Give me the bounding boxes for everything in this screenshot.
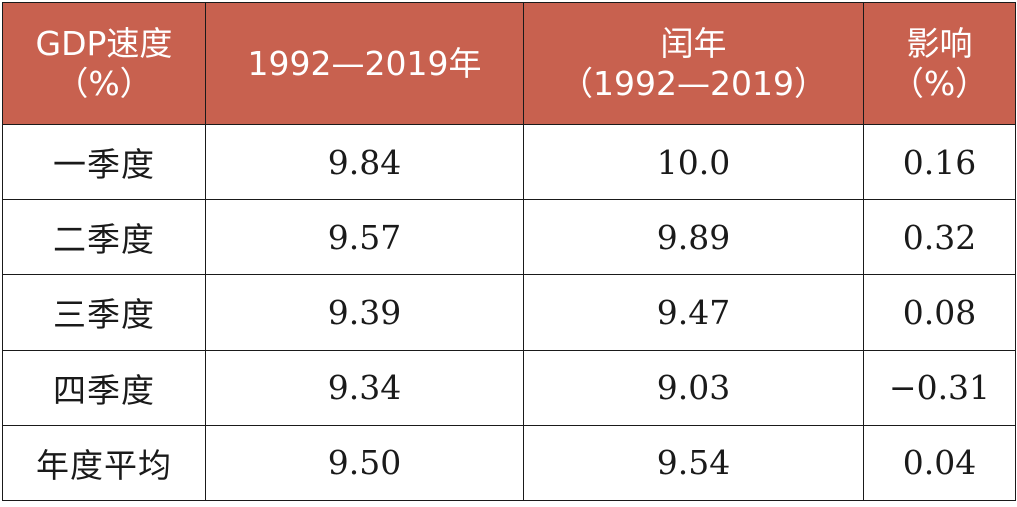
table-header: GDP速度 （%） 1992—2019年 闰年 （1992—2019） 影响 （… bbox=[2, 2, 1016, 125]
cell-average: 9.34 bbox=[205, 349, 524, 426]
row-label: 一季度 bbox=[2, 123, 206, 201]
header-leap-year-range: （1992—2019） bbox=[560, 63, 827, 103]
cell-average: 9.50 bbox=[205, 424, 524, 502]
header-row: GDP速度 （%） 1992—2019年 闰年 （1992—2019） 影响 （… bbox=[2, 2, 1016, 125]
header-impact-title: 影响 bbox=[906, 23, 973, 63]
cell-impact: 0.32 bbox=[863, 199, 1016, 276]
header-leap-year: 闰年 （1992—2019） bbox=[523, 2, 864, 125]
cell-average: 9.39 bbox=[205, 274, 524, 351]
cell-average: 9.57 bbox=[205, 199, 524, 276]
cell-leap-year: 9.89 bbox=[523, 199, 864, 276]
cell-leap-year: 9.54 bbox=[523, 424, 864, 502]
cell-impact: 0.08 bbox=[863, 274, 1016, 351]
cell-impact: 0.04 bbox=[863, 424, 1016, 502]
header-impact: 影响 （%） bbox=[863, 2, 1016, 125]
cell-impact: −0.31 bbox=[863, 349, 1016, 426]
cell-average: 9.84 bbox=[205, 123, 524, 201]
header-gdp-speed-title: GDP速度 bbox=[35, 23, 173, 63]
header-period-average: 1992—2019年 bbox=[205, 2, 524, 125]
header-impact-unit: （%） bbox=[890, 63, 989, 103]
table-row: 三季度 9.39 9.47 0.08 bbox=[2, 274, 1016, 351]
header-gdp-speed-unit: （%） bbox=[55, 63, 153, 103]
row-label: 三季度 bbox=[2, 274, 206, 351]
row-label: 二季度 bbox=[2, 199, 206, 276]
cell-leap-year: 9.47 bbox=[523, 274, 864, 351]
table-body: 一季度 9.84 10.0 0.16 二季度 9.57 9.89 0.32 三季… bbox=[2, 123, 1016, 502]
header-gdp-speed: GDP速度 （%） bbox=[2, 2, 206, 125]
row-label: 年度平均 bbox=[2, 424, 206, 502]
cell-leap-year: 9.03 bbox=[523, 349, 864, 426]
table-row: 一季度 9.84 10.0 0.16 bbox=[2, 123, 1016, 201]
header-leap-year-title: 闰年 bbox=[660, 23, 727, 63]
header-period-average-title: 1992—2019年 bbox=[247, 43, 482, 83]
row-label: 四季度 bbox=[2, 349, 206, 426]
table-row: 二季度 9.57 9.89 0.32 bbox=[2, 199, 1016, 276]
cell-impact: 0.16 bbox=[863, 123, 1016, 201]
cell-leap-year: 10.0 bbox=[523, 123, 864, 201]
table-row: 年度平均 9.50 9.54 0.04 bbox=[2, 424, 1016, 502]
table-row: 四季度 9.34 9.03 −0.31 bbox=[2, 349, 1016, 426]
